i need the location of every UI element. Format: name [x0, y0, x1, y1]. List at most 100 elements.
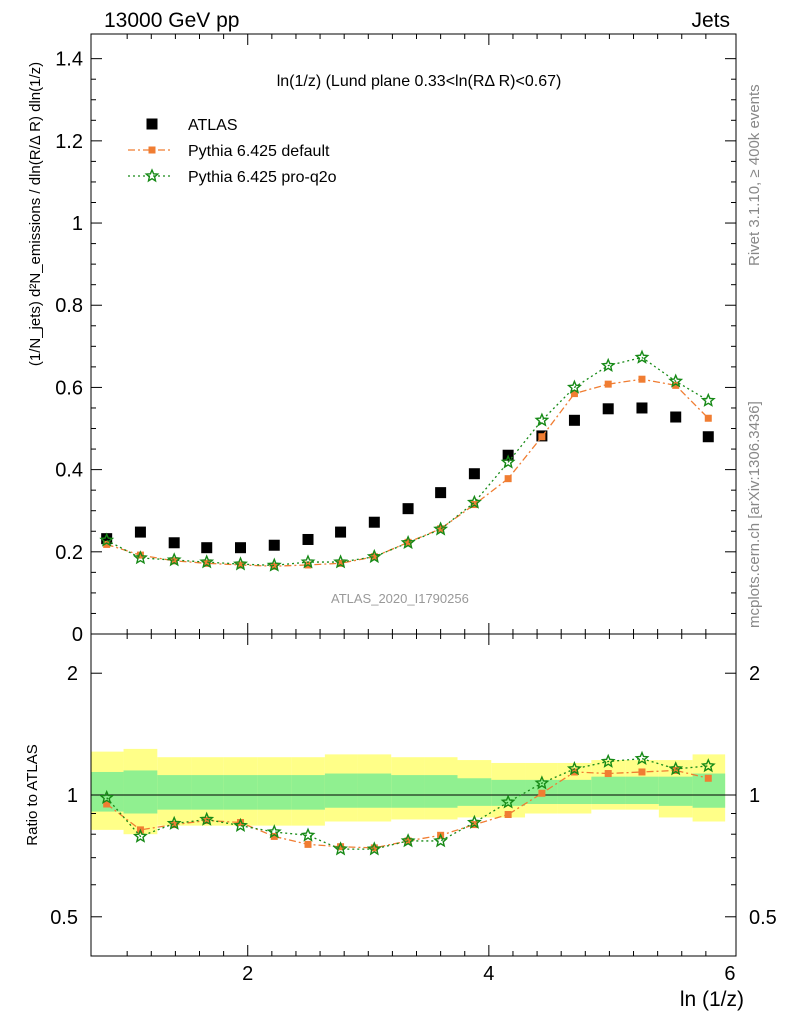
panel-frames — [90, 33, 737, 957]
main-series-1-point — [504, 475, 512, 483]
ratio-series-1-point — [233, 817, 248, 832]
main-series-0-point — [335, 526, 347, 538]
tick-labels: 0 0.2 0.4 0.6 0.8 1 1.2 1.4 0.5 0.5 1 1 2 2 2 4 6 — [50, 49, 777, 985]
main-series-0-point — [201, 542, 213, 554]
main-series-2-point — [700, 392, 716, 407]
axis-ticks — [91, 34, 736, 956]
band-1-bin — [457, 778, 492, 806]
main-series-2-point — [366, 548, 382, 564]
main-series-1-point — [236, 561, 244, 569]
main-series-1-point — [203, 559, 211, 567]
band-1-bin — [424, 775, 458, 808]
main-series-1-point — [103, 540, 111, 548]
ratio-y-axis-label: Ratio to ATLAS — [24, 744, 41, 845]
main-series-2-line — [106, 356, 709, 567]
main-series-2-point — [668, 373, 684, 388]
ratio-series-0-point — [704, 774, 712, 782]
ratio-series-1-point — [199, 811, 215, 826]
ratio-y-tick-label-right: 2 — [749, 663, 760, 685]
main-series-2-point — [500, 454, 516, 469]
analysis-watermark: ATLAS_2020_I1790256 — [331, 591, 469, 606]
header-left: 13000 GeV pp — [104, 9, 240, 32]
ratio-series-0-point — [304, 840, 312, 848]
ratio-series-1-point — [566, 761, 582, 776]
ratio-series-0-point — [370, 844, 378, 852]
main-series-1-point — [437, 525, 445, 533]
ratio-series-0-point — [103, 800, 111, 808]
main-y-axis-label: (1/N_jets) d²N_emissions / dln(R/Δ R) dl… — [27, 62, 44, 366]
band-1-bin — [291, 775, 325, 810]
main-series-0-point — [602, 403, 614, 415]
legend-marker-1 — [148, 146, 156, 154]
main-y-tick-label: 1.2 — [55, 131, 83, 153]
main-series-2-point — [400, 534, 416, 550]
band-1-bin — [625, 776, 659, 805]
main-series-1-point — [404, 538, 412, 546]
main-series-2-point — [333, 554, 349, 569]
x-axis-label: ln (1/z) — [680, 988, 744, 1011]
main-y-tick-label: 0.8 — [55, 295, 83, 317]
ratio-series-1-point — [366, 841, 382, 856]
main-series-2-point — [99, 532, 115, 547]
main-series-1-point — [538, 433, 546, 441]
ratio-series-1-point — [700, 758, 716, 773]
ratio-series-0-point — [638, 768, 646, 776]
ratio-series-0-point — [604, 770, 612, 778]
ratio-series-1-point — [500, 794, 516, 809]
main-series-1-point — [638, 375, 646, 383]
ratio-series-1-point — [668, 761, 684, 776]
legend-label-1: Pythia 6.425 default — [188, 143, 330, 160]
band-1-bin — [157, 775, 192, 810]
ratio-y-tick-label: 2 — [67, 663, 78, 685]
main-series-0-point — [234, 542, 246, 554]
x-tick-label: 2 — [242, 963, 253, 985]
main-series-1-point — [672, 381, 680, 389]
main-series-2-point — [233, 556, 248, 571]
main-y-tick-label: 0.6 — [55, 377, 83, 399]
ratio-uncertainty-bands — [91, 748, 726, 835]
main-series-0-point — [568, 414, 580, 426]
ratio-series-0-point — [337, 843, 345, 851]
main-series-1-point — [136, 551, 144, 559]
axis-titles: ln(1/z) (Lund plane 0.33<ln(RΔ R)<0.67) l… — [24, 62, 744, 1011]
main-series-1-point — [604, 380, 612, 388]
ratio-frame — [90, 633, 737, 957]
main-series-2-point — [433, 521, 449, 536]
main-series-0-point — [101, 533, 113, 545]
header-right: Jets — [691, 9, 730, 32]
ratio-y-tick-label: 1 — [67, 785, 78, 807]
main-series-0-point — [168, 537, 180, 549]
main-series-0-point — [670, 411, 682, 423]
main-series-2-point — [300, 554, 316, 569]
ratio-y-tick-label-right: 0.5 — [749, 907, 777, 929]
ratio-series-1-line — [106, 757, 709, 850]
main-y-tick-label: 1 — [72, 213, 83, 235]
band-1-bin — [223, 775, 258, 810]
ratio-series — [99, 750, 716, 856]
ratio-series-0-point — [170, 821, 178, 829]
main-series-1-point — [170, 557, 178, 565]
main-series-2-point — [600, 357, 616, 372]
x-tick-label: 4 — [483, 963, 494, 985]
legend-marker-0 — [146, 118, 158, 130]
legend-label-0: ATLAS — [188, 117, 238, 134]
main-series-1-point — [370, 553, 378, 561]
band-1-bin — [591, 776, 626, 805]
ratio-series-1-point — [467, 814, 482, 829]
legend-marker-2 — [144, 168, 160, 183]
ratio-series-1-point — [600, 753, 616, 768]
ratio-series-0-point — [270, 832, 278, 840]
main-series-0-point — [368, 516, 380, 528]
main-series-2-point — [166, 552, 182, 567]
main-y-tick-label: 1.4 — [55, 49, 83, 71]
main-series-2-point — [199, 554, 215, 569]
main-series-1-point — [270, 562, 278, 570]
main-series-0-point — [302, 533, 314, 545]
ratio-series-1-point — [333, 841, 349, 856]
main-chart-title: ln(1/z) (Lund plane 0.33<ln(RΔ R)<0.67) — [277, 73, 562, 90]
ratio-series-0-point — [203, 816, 211, 824]
main-series-2-point — [634, 349, 650, 364]
main-series-0-point — [468, 468, 480, 480]
band-1-bin — [257, 775, 292, 810]
